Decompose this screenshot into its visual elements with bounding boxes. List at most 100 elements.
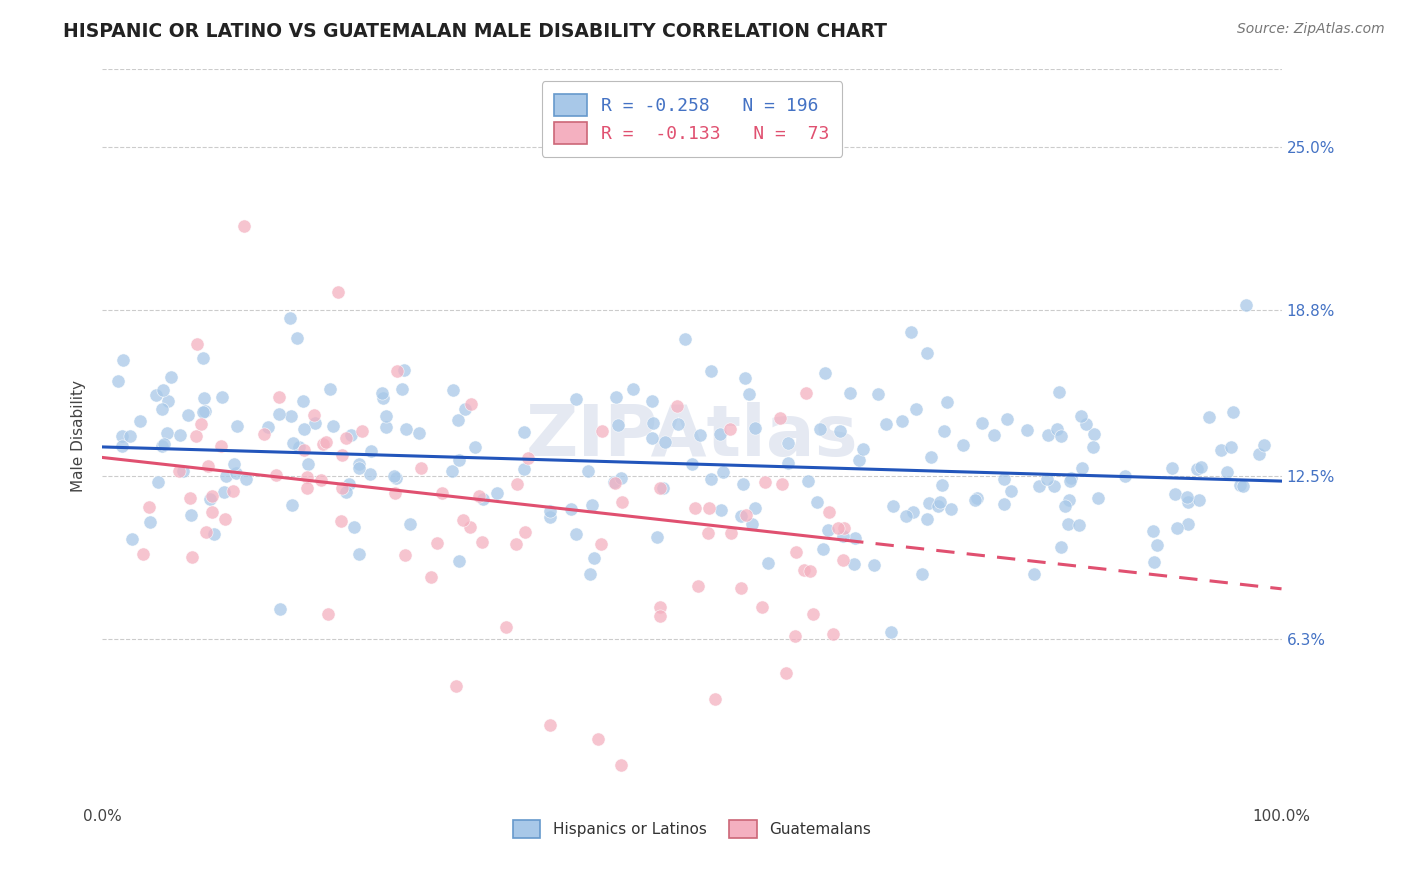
- Point: [374, 409, 396, 423]
- Point: [110, 439, 132, 453]
- Point: [505, 536, 527, 550]
- Point: [374, 420, 396, 434]
- Point: [1060, 471, 1083, 485]
- Point: [1000, 483, 1022, 498]
- Point: [159, 370, 181, 384]
- Point: [673, 332, 696, 346]
- Point: [1253, 437, 1275, 451]
- Point: [621, 382, 644, 396]
- Point: [399, 517, 422, 532]
- Point: [156, 394, 179, 409]
- Point: [132, 547, 155, 561]
- Point: [603, 475, 626, 489]
- Point: [359, 467, 381, 481]
- Point: [486, 486, 509, 500]
- Point: [799, 564, 821, 578]
- Point: [775, 665, 797, 680]
- Point: [1036, 428, 1059, 442]
- Point: [156, 425, 179, 440]
- Point: [460, 397, 482, 411]
- Point: [770, 476, 793, 491]
- Point: [202, 527, 225, 541]
- Point: [197, 459, 219, 474]
- Point: [814, 366, 837, 380]
- Point: [776, 456, 799, 470]
- Point: [832, 528, 855, 542]
- Point: [806, 495, 828, 509]
- Point: [232, 219, 254, 234]
- Point: [451, 513, 474, 527]
- Point: [952, 438, 974, 452]
- Point: [440, 463, 463, 477]
- Point: [610, 495, 633, 509]
- Point: [121, 533, 143, 547]
- Point: [288, 440, 311, 454]
- Point: [641, 416, 664, 430]
- Point: [591, 425, 613, 439]
- Point: [1211, 442, 1233, 457]
- Point: [1177, 494, 1199, 508]
- Point: [253, 427, 276, 442]
- Point: [447, 413, 470, 427]
- Point: [801, 607, 824, 622]
- Point: [138, 500, 160, 515]
- Point: [215, 469, 238, 483]
- Point: [384, 485, 406, 500]
- Point: [304, 409, 326, 423]
- Point: [385, 364, 408, 378]
- Point: [778, 436, 800, 450]
- Point: [449, 554, 471, 568]
- Point: [167, 464, 190, 478]
- Point: [734, 370, 756, 384]
- Point: [711, 466, 734, 480]
- Point: [1114, 468, 1136, 483]
- Point: [347, 547, 370, 561]
- Point: [813, 541, 835, 556]
- Point: [1146, 538, 1168, 552]
- Point: [730, 508, 752, 523]
- Point: [330, 481, 353, 495]
- Text: HISPANIC OR LATINO VS GUATEMALAN MALE DISABILITY CORRELATION CHART: HISPANIC OR LATINO VS GUATEMALAN MALE DI…: [63, 22, 887, 41]
- Point: [1049, 541, 1071, 555]
- Point: [391, 383, 413, 397]
- Point: [565, 526, 588, 541]
- Point: [111, 429, 134, 443]
- Point: [191, 405, 214, 419]
- Point: [1177, 516, 1199, 531]
- Point: [697, 501, 720, 516]
- Point: [513, 462, 536, 476]
- Point: [425, 535, 447, 549]
- Point: [194, 524, 217, 539]
- Point: [190, 417, 212, 431]
- Point: [297, 457, 319, 471]
- Point: [894, 508, 917, 523]
- Point: [150, 439, 173, 453]
- Point: [538, 509, 561, 524]
- Point: [744, 500, 766, 515]
- Point: [828, 424, 851, 438]
- Point: [1143, 555, 1166, 569]
- Point: [1216, 465, 1239, 479]
- Point: [153, 436, 176, 450]
- Point: [145, 388, 167, 402]
- Point: [186, 337, 208, 351]
- Point: [330, 448, 353, 462]
- Point: [1142, 524, 1164, 539]
- Point: [666, 399, 689, 413]
- Point: [139, 515, 162, 529]
- Point: [785, 545, 807, 559]
- Point: [329, 514, 352, 528]
- Point: [226, 419, 249, 434]
- Point: [934, 424, 956, 438]
- Point: [911, 567, 934, 582]
- Point: [832, 552, 855, 566]
- Point: [304, 416, 326, 430]
- Point: [744, 421, 766, 435]
- Point: [214, 512, 236, 526]
- Point: [966, 491, 988, 505]
- Point: [685, 500, 707, 515]
- Point: [269, 390, 291, 404]
- Point: [582, 551, 605, 566]
- Point: [710, 502, 733, 516]
- Point: [666, 417, 689, 431]
